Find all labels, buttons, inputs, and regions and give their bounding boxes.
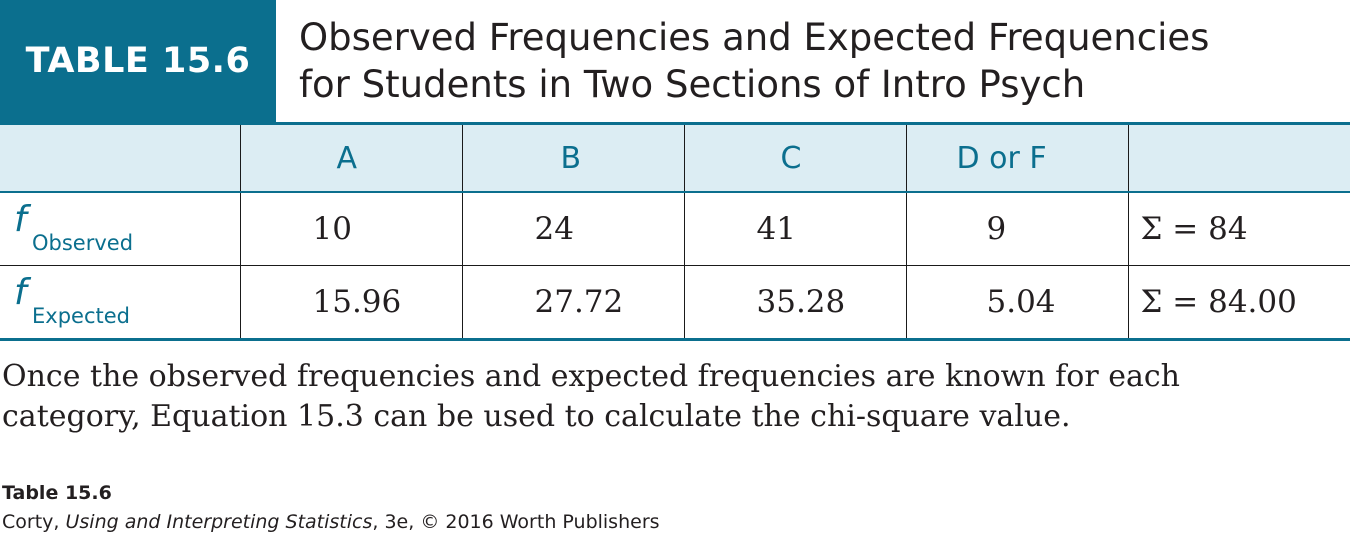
- credit-author: Corty,: [2, 511, 66, 533]
- column-header-sum: [1127, 122, 1350, 193]
- f-subscript: Expected: [32, 304, 130, 328]
- table-title-line-2: for Students in Two Sections of Intro Ps…: [299, 63, 1086, 106]
- cell-observed-c: 41: [683, 192, 906, 266]
- credit-title: Table 15.6: [2, 482, 112, 504]
- f-symbol: f: [14, 272, 27, 313]
- column-header-c: C: [683, 122, 906, 193]
- column-header-a: A: [239, 122, 462, 193]
- credit-line: Corty, Using and Interpreting Statistics…: [2, 511, 660, 533]
- cell-expected-sum: Σ = 84.00: [1127, 265, 1350, 341]
- column-header-d-or-f: D or F: [905, 122, 1128, 193]
- table-label: TABLE 15.6: [0, 0, 276, 122]
- credit-rest: , 3e, © 2016 Worth Publishers: [372, 511, 660, 533]
- table-row-expected: f Expected 15.96 27.72 35.28 5.04 Σ = 84…: [0, 265, 1350, 341]
- table-caption: Once the observed frequencies and expect…: [2, 357, 1342, 437]
- cell-observed-a: 10: [239, 192, 462, 266]
- column-header-b: B: [461, 122, 684, 193]
- cell-observed-sum: Σ = 84: [1127, 192, 1350, 266]
- cell-expected-b: 27.72: [461, 265, 684, 341]
- row-label-expected: f Expected: [0, 265, 240, 341]
- credit-book: Using and Interpreting Statistics: [65, 511, 373, 533]
- cell-observed-d-or-f: 9: [905, 192, 1128, 266]
- frequency-table: A B C D or F f Observed 10 24 41 9 Σ = 8…: [0, 122, 1350, 341]
- table-row-observed: f Observed 10 24 41 9 Σ = 84: [0, 192, 1350, 266]
- table-header: TABLE 15.6 Observed Frequencies and Expe…: [0, 0, 1350, 122]
- caption-line-2: category, Equation 15.3 can be used to c…: [2, 399, 1071, 434]
- table-title-line-1: Observed Frequencies and Expected Freque…: [299, 16, 1210, 59]
- cell-expected-a: 15.96: [239, 265, 462, 341]
- cell-expected-d-or-f: 5.04: [905, 265, 1128, 341]
- f-subscript: Observed: [32, 231, 134, 255]
- column-header-row: A B C D or F: [0, 122, 1350, 193]
- column-header-empty: [0, 122, 240, 193]
- cell-expected-c: 35.28: [683, 265, 906, 341]
- table-title: Observed Frequencies and Expected Freque…: [299, 14, 1339, 108]
- cell-observed-b: 24: [461, 192, 684, 266]
- f-symbol: f: [14, 199, 27, 240]
- caption-line-1: Once the observed frequencies and expect…: [2, 359, 1180, 394]
- row-label-observed: f Observed: [0, 192, 240, 266]
